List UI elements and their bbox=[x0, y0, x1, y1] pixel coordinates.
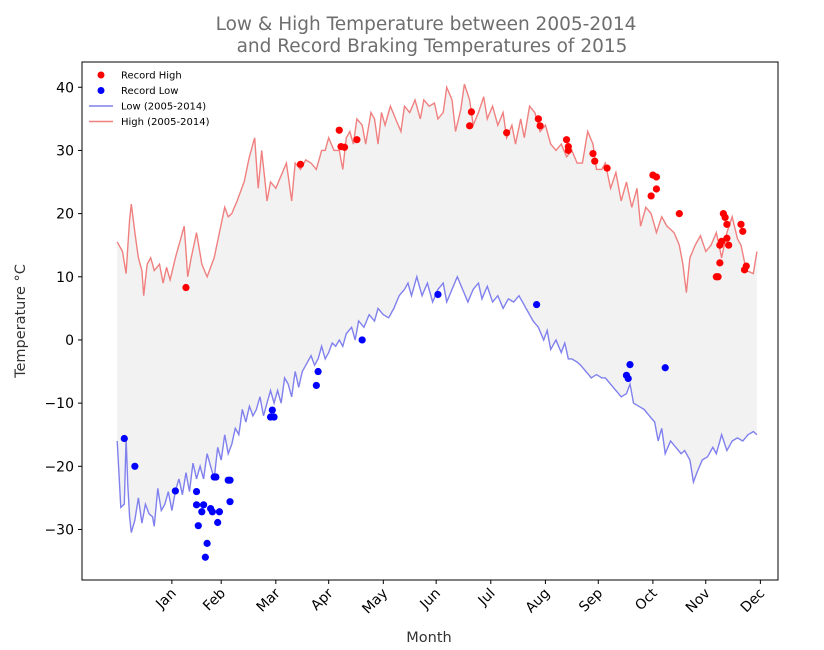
record-high-point bbox=[737, 220, 745, 228]
record-low-points bbox=[120, 290, 669, 561]
high-low-fill-band bbox=[117, 84, 757, 533]
legend-marker-record-low bbox=[97, 87, 105, 94]
record-low-point bbox=[192, 487, 201, 496]
record-low-point bbox=[626, 360, 634, 369]
record-low-point bbox=[194, 522, 202, 530]
record-low-point bbox=[212, 473, 220, 481]
record-high-point bbox=[723, 220, 731, 228]
record-high-point bbox=[589, 149, 597, 158]
record-low-point bbox=[198, 508, 206, 516]
record-low-point bbox=[226, 476, 234, 484]
record-low-point bbox=[208, 508, 216, 516]
record-high-point bbox=[603, 164, 611, 172]
record-low-point bbox=[201, 553, 209, 561]
record-low-point bbox=[624, 374, 632, 383]
record-high-point bbox=[675, 210, 683, 218]
record-high-point bbox=[652, 185, 661, 193]
record-low-point bbox=[199, 501, 208, 509]
y-axis-label: Temperature °C bbox=[13, 264, 29, 379]
record-high-point bbox=[716, 259, 724, 267]
legend: Record High Record Low Low (2005-2014) High… bbox=[89, 71, 210, 128]
chart-title-line-1: Low & High Temperature between 2005-2014 bbox=[216, 14, 637, 35]
high-series-line bbox=[116, 83, 758, 296]
record-high-point bbox=[182, 283, 190, 292]
record-high-point bbox=[721, 213, 729, 221]
record-low-point bbox=[358, 336, 366, 344]
record-high-point bbox=[723, 234, 731, 242]
record-high-point bbox=[652, 173, 661, 181]
record-low-point bbox=[226, 498, 234, 506]
record-high-point bbox=[591, 157, 599, 165]
record-low-point bbox=[131, 462, 139, 470]
record-low-point bbox=[203, 539, 211, 547]
y-tick-label: 10 bbox=[56, 270, 74, 286]
record-high-point bbox=[335, 126, 343, 134]
y-axis: −30 −20 −10 0 10 20 30 40 bbox=[44, 80, 82, 538]
record-high-point bbox=[353, 136, 361, 144]
record-low-point bbox=[312, 381, 320, 390]
axes-frame bbox=[81, 61, 779, 581]
record-low-point bbox=[434, 290, 442, 299]
record-low-point bbox=[314, 367, 322, 376]
plot-area bbox=[116, 83, 758, 561]
y-tick-label: −20 bbox=[44, 459, 74, 475]
legend-marker-record-high bbox=[97, 71, 105, 79]
record-low-point bbox=[171, 487, 179, 495]
record-high-point bbox=[534, 115, 542, 123]
y-tick-label: 0 bbox=[65, 333, 74, 349]
legend-label-record-high: Record High bbox=[121, 71, 182, 82]
chart-title-line-2: and Record Braking Temperatures of 2015 bbox=[237, 36, 628, 57]
record-high-point bbox=[296, 160, 305, 168]
record-low-point bbox=[661, 364, 669, 372]
record-high-point bbox=[340, 143, 349, 151]
record-high-point bbox=[742, 262, 750, 270]
record-high-point bbox=[466, 122, 474, 130]
record-high-point bbox=[647, 192, 655, 200]
record-low-point bbox=[192, 501, 201, 509]
record-low-point bbox=[214, 518, 222, 527]
record-high-point bbox=[503, 129, 511, 137]
legend-label-record-low: Record Low bbox=[121, 86, 178, 97]
record-high-point bbox=[536, 122, 544, 130]
record-low-point bbox=[533, 300, 541, 309]
legend-label-low: Low (2005-2014) bbox=[121, 102, 206, 113]
legend-label-high: High (2005-2014) bbox=[121, 117, 210, 128]
record-high-point bbox=[714, 273, 722, 281]
y-tick-label: 20 bbox=[56, 207, 74, 223]
record-high-point bbox=[467, 108, 476, 116]
record-high-point bbox=[725, 241, 733, 249]
record-low-point bbox=[268, 406, 276, 414]
y-tick-label: −30 bbox=[44, 522, 74, 538]
record-high-point bbox=[564, 146, 572, 155]
record-high-points bbox=[182, 108, 750, 292]
x-axis-label: Month bbox=[406, 630, 451, 646]
record-low-point bbox=[215, 508, 224, 516]
y-tick-label: 30 bbox=[56, 143, 74, 159]
record-high-point bbox=[739, 227, 747, 235]
y-tick-label: 40 bbox=[56, 80, 74, 96]
y-tick-label: −10 bbox=[44, 396, 74, 412]
record-high-point bbox=[562, 136, 571, 144]
record-high-point bbox=[718, 237, 726, 246]
record-low-point bbox=[270, 413, 278, 421]
record-low-point bbox=[120, 434, 128, 443]
